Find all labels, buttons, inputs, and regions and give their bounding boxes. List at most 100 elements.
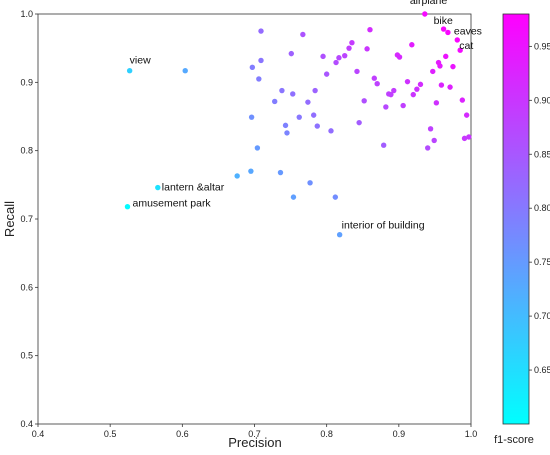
data-point — [256, 76, 262, 82]
data-point — [342, 52, 348, 59]
data-point — [374, 81, 380, 87]
data-point — [258, 57, 264, 64]
data-point — [430, 68, 436, 75]
data-point — [296, 114, 302, 120]
point-annotation: interior of building — [342, 220, 425, 232]
point-annotation: bike — [434, 15, 453, 27]
data-point — [332, 194, 339, 200]
point-annotations: view lantern &altar amusement park interior… — [130, 0, 482, 232]
data-point — [391, 87, 397, 94]
y-axis-label: Recall — [2, 201, 17, 237]
x-tick-label: 0.6 — [176, 429, 189, 439]
point-annotation: cat — [459, 40, 473, 52]
y-tick-label: 0.7 — [20, 214, 33, 224]
x-tick-label: 0.9 — [393, 429, 406, 439]
data-point — [249, 64, 256, 71]
data-point — [454, 37, 460, 43]
data-point — [440, 26, 447, 32]
x-tick-label: 0.5 — [104, 429, 117, 439]
data-point — [320, 53, 326, 60]
colorbar-gradient — [502, 13, 530, 425]
y-tick-label: 0.5 — [20, 351, 33, 361]
x-axis-ticks: 0.4 0.5 0.6 0.7 0.8 0.9 1.0 — [32, 424, 478, 439]
data-point — [307, 180, 313, 186]
data-point — [438, 82, 445, 88]
data-point — [333, 59, 339, 66]
y-tick-label: 0.6 — [20, 282, 33, 292]
data-point — [383, 104, 389, 110]
data-point — [364, 46, 370, 52]
data-point — [354, 68, 360, 75]
y-tick-label: 1.0 — [20, 9, 33, 19]
data-point — [422, 11, 428, 17]
data-point — [361, 98, 367, 104]
data-point — [388, 91, 394, 98]
colorbar-tick-label: 0.70 — [534, 311, 550, 321]
x-axis-label: Precision — [228, 435, 281, 450]
data-point — [396, 54, 403, 60]
data-point — [414, 86, 420, 92]
data-point — [310, 112, 317, 118]
data-point — [457, 47, 463, 53]
data-point — [367, 27, 373, 33]
data-point — [409, 42, 415, 48]
x-tick-label: 1.0 — [465, 429, 478, 439]
data-point — [254, 145, 261, 151]
data-points — [124, 11, 472, 238]
point-annotation: amusement park — [132, 198, 211, 210]
colorbar-ticks: 0.65 0.70 0.75 0.80 0.85 0.90 0.95 — [529, 41, 550, 375]
data-point — [155, 184, 161, 191]
data-point — [431, 137, 437, 144]
data-point — [328, 128, 334, 134]
data-point — [258, 28, 264, 34]
data-point — [433, 100, 440, 106]
data-point — [323, 71, 330, 77]
colorbar-label: f1-score — [494, 434, 534, 446]
data-point — [410, 91, 416, 98]
data-point — [437, 63, 443, 69]
data-point — [346, 45, 352, 51]
point-annotation: eaves — [454, 25, 482, 37]
x-tick-label: 0.8 — [320, 429, 333, 439]
point-annotation: lantern &altar — [162, 182, 225, 194]
data-point — [459, 97, 466, 103]
data-point — [182, 68, 188, 74]
data-point — [336, 232, 343, 238]
data-point — [124, 204, 131, 210]
data-point — [290, 91, 296, 97]
data-point — [234, 173, 240, 179]
x-tick-label: 0.7 — [248, 429, 261, 439]
data-point — [450, 63, 456, 70]
data-point — [466, 134, 472, 140]
data-point — [272, 98, 278, 105]
data-point — [290, 194, 297, 200]
data-point — [305, 99, 311, 105]
colorbar-tick-label: 0.80 — [534, 203, 550, 213]
colorbar — [502, 13, 530, 425]
data-point — [248, 168, 254, 174]
data-point — [314, 123, 320, 129]
data-point — [288, 50, 295, 57]
y-tick-label: 0.4 — [20, 419, 33, 429]
data-point — [248, 114, 255, 120]
data-point — [417, 81, 424, 88]
colorbar-tick-label: 0.90 — [534, 95, 550, 105]
y-axis-ticks: 0.4 0.5 0.6 0.7 0.8 0.9 1.0 — [20, 9, 38, 429]
colorbar-tick-label: 0.95 — [534, 41, 550, 51]
x-tick-label: 0.4 — [32, 429, 45, 439]
data-point — [404, 78, 411, 85]
data-point — [126, 68, 133, 74]
data-point — [279, 87, 285, 94]
data-point — [380, 142, 387, 148]
data-point — [336, 55, 342, 61]
data-point — [463, 112, 470, 118]
data-point — [400, 102, 406, 109]
data-point — [312, 87, 318, 94]
point-annotation: view — [130, 55, 151, 67]
data-point — [461, 135, 468, 142]
data-point — [282, 122, 289, 129]
data-point — [427, 126, 434, 132]
y-tick-label: 0.9 — [20, 77, 33, 87]
data-point — [371, 75, 377, 81]
